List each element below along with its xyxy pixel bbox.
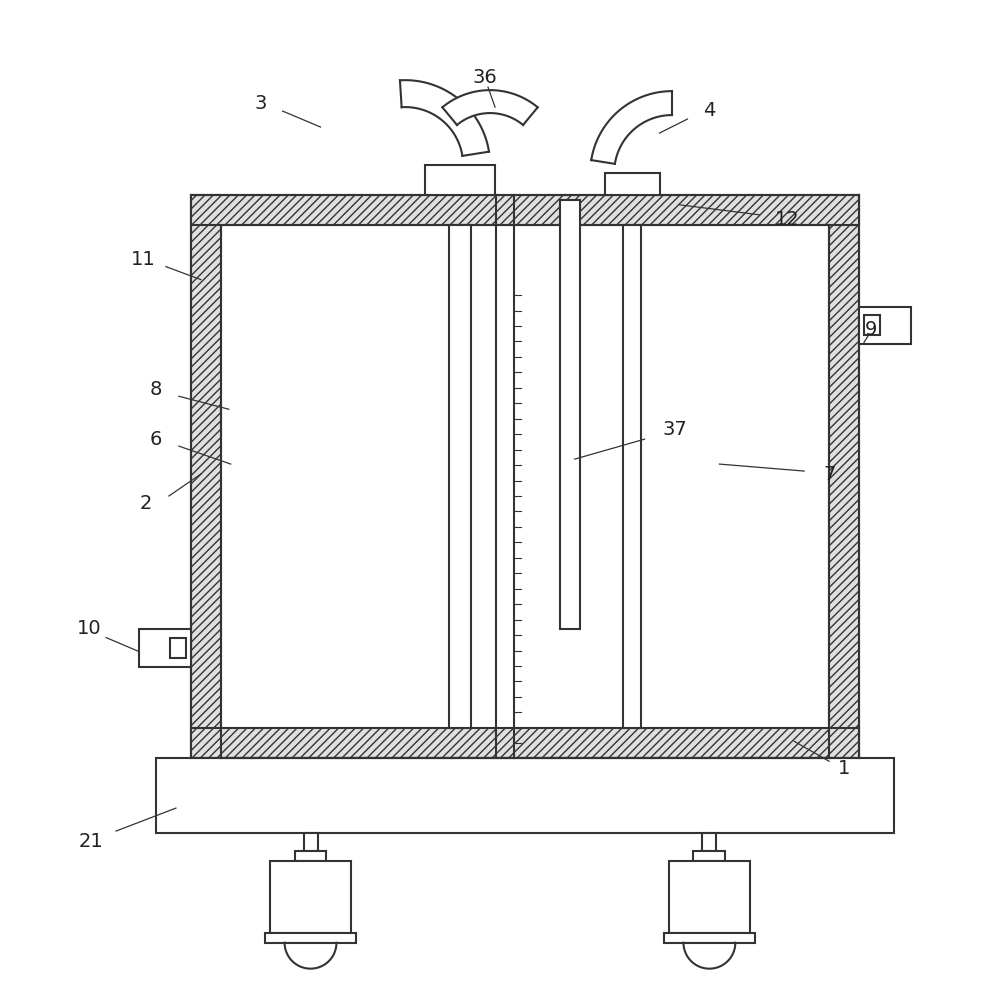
Text: 10: 10 — [77, 619, 101, 638]
Bar — [270, 861, 351, 933]
Bar — [304, 833, 318, 851]
Bar — [139, 629, 191, 666]
Polygon shape — [400, 80, 489, 155]
Bar — [156, 759, 894, 833]
Bar — [191, 195, 221, 759]
Polygon shape — [683, 943, 735, 968]
Text: 7: 7 — [823, 464, 835, 483]
Bar — [191, 728, 859, 759]
Bar — [191, 195, 859, 224]
Text: 11: 11 — [131, 250, 155, 270]
Bar — [669, 861, 750, 933]
Text: 2: 2 — [140, 495, 152, 514]
Polygon shape — [285, 943, 336, 968]
Text: 21: 21 — [79, 831, 104, 850]
Bar — [265, 933, 356, 943]
Bar — [623, 224, 641, 728]
Polygon shape — [591, 92, 672, 164]
Polygon shape — [442, 91, 538, 125]
Text: 4: 4 — [703, 100, 716, 120]
Bar — [560, 200, 580, 629]
Bar — [664, 933, 755, 943]
Text: 1: 1 — [838, 759, 850, 777]
Bar — [449, 224, 471, 728]
Text: 37: 37 — [662, 420, 687, 439]
Bar — [221, 224, 829, 759]
Bar — [702, 833, 716, 851]
Text: 12: 12 — [775, 211, 800, 229]
Bar — [170, 638, 186, 657]
Bar — [425, 165, 495, 195]
Bar — [829, 195, 859, 759]
Bar — [864, 316, 880, 336]
Text: 6: 6 — [150, 430, 162, 449]
Text: 36: 36 — [473, 68, 497, 87]
Text: 9: 9 — [865, 320, 877, 338]
Bar — [295, 851, 326, 861]
Text: 8: 8 — [150, 380, 162, 399]
Bar — [693, 851, 725, 861]
Text: 3: 3 — [254, 93, 267, 112]
Bar — [605, 173, 660, 195]
Bar — [859, 307, 911, 344]
